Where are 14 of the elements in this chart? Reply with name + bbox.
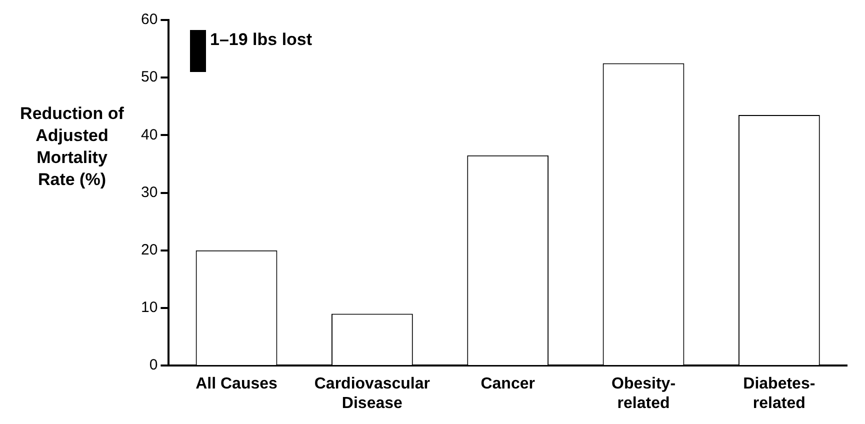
- y-tick-label: 50: [140, 68, 158, 86]
- y-tick-label: 10: [140, 299, 158, 316]
- y-tick-label: 40: [140, 126, 158, 144]
- y-tick-label: 0: [149, 356, 158, 374]
- y-tick-label: 20: [140, 242, 158, 259]
- text: 1–19 lbs lost: [210, 30, 312, 50]
- y-tick-label: 60: [140, 11, 158, 28]
- x-tick-label: All Causes: [196, 376, 278, 393]
- x-tick-label: Obesity-related: [612, 376, 676, 412]
- y-tick-label: 30: [140, 184, 158, 201]
- y-axis-title: Reduction of Adjusted Mortality Rate (%): [19, 103, 125, 191]
- x-tick-label: Cancer: [480, 376, 535, 393]
- x-tick-label: Diabetes-related: [743, 376, 816, 412]
- x-tick-label: Cardiovascular Disease: [314, 376, 430, 412]
